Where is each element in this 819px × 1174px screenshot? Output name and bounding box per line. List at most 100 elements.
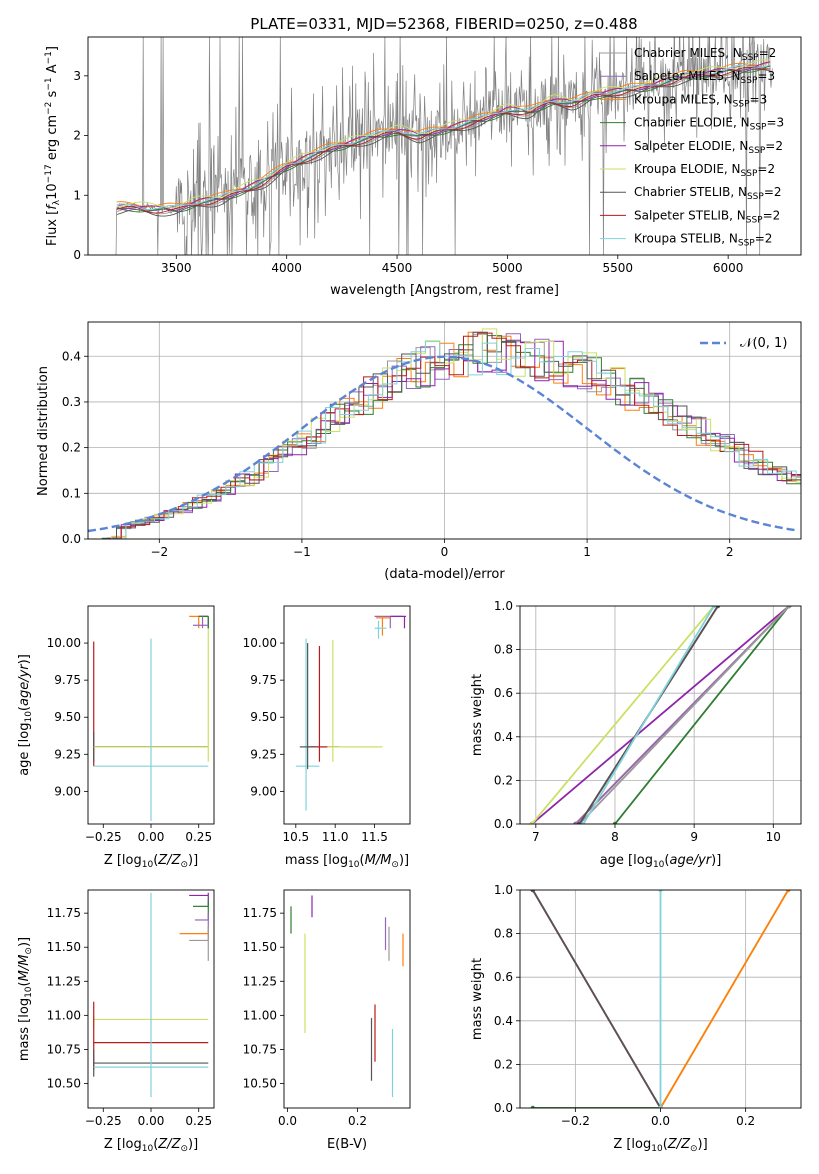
label-part: SSP (733, 99, 750, 109)
label-part: age [log (600, 853, 653, 868)
x-tick-label: 8 (611, 830, 619, 844)
residual-histogram (97, 341, 801, 539)
label-part: −1 (44, 51, 54, 64)
axes-frame (283, 605, 411, 825)
panel-mass-weight-vs-z: −0.2 0.0 0.2 0.0 0.2 0.4 0.6 0.8 1.0 mass weight Z… (470, 883, 802, 1154)
data-marks (529, 606, 792, 824)
x-tick-label: 10.5 (282, 830, 309, 844)
label-part: Salpeter ELODIE, N (634, 139, 748, 153)
y-axis-label: mass [log10(M/M⊙)] (17, 937, 34, 1061)
label-part: λ (52, 199, 62, 205)
label-part: 10 (45, 183, 60, 200)
y-tick-label: 11.50 (243, 940, 277, 954)
y-tick-label: 0.8 (494, 643, 513, 657)
label-part: 10 (651, 1144, 663, 1154)
y-tick-label: 10.00 (243, 636, 277, 650)
y-tick-label: 10.75 (243, 1042, 277, 1056)
figure-title: PLATE=0331, MJD=52368, FIBERID=0250, z=0… (250, 15, 637, 33)
axes-frame (87, 889, 215, 1109)
x-tick-label: 6000 (713, 261, 744, 275)
x-tick-label: −0.25 (85, 1114, 122, 1128)
x-axis-label: Z [log10(Z/Z⊙)] (613, 1137, 707, 1154)
y-tick-label: 0.1 (62, 486, 81, 500)
label-part: ⊙ (690, 1144, 698, 1154)
mass-weight-point (786, 606, 792, 609)
plot-area (520, 606, 801, 824)
label-part: )] (698, 1137, 708, 1152)
y-tick-label: 9.25 (250, 747, 277, 761)
label-part: 10 (348, 860, 360, 870)
axes-frame (283, 889, 411, 1109)
mass-weight-point (573, 821, 578, 824)
mass-weight-point (786, 890, 791, 893)
x-tick-label: 7 (532, 830, 540, 844)
y-axis-label: Normed distribution (36, 366, 51, 496)
label-part: )] (188, 1137, 198, 1152)
x-tick-label: 0 (441, 545, 449, 559)
y-tick-label: 1.0 (494, 599, 513, 613)
x-axis-label: Z [log10(Z/Z⊙)] (104, 1137, 198, 1154)
y-tick-label: 0.2 (494, 773, 513, 787)
plot-area (93, 615, 209, 822)
y-tick-label: 0.4 (62, 349, 81, 363)
x-axis-label: wavelength [Angstrom, rest frame] (330, 283, 559, 298)
x-tick-label: −0.2 (561, 1114, 590, 1128)
y-tick-label: 9.00 (54, 784, 81, 798)
plot-area (295, 615, 407, 811)
x-axis-label: age [log10(age/yr)] (600, 853, 722, 870)
label-part: ⊙ (24, 947, 34, 955)
label-part: =3 (757, 69, 775, 83)
label-part: SSP (741, 169, 758, 179)
panels: 3500 4000 4500 5000 5500 6000 0 1 2 3 Chabrier MIL… (17, 36, 802, 1154)
mass-weight-line (532, 890, 662, 1108)
label-part: −17 (44, 164, 54, 183)
label-part: ( (153, 853, 158, 868)
label-part: ( (360, 853, 365, 868)
label-part: mass [log (17, 998, 32, 1061)
label-part: =2 (755, 232, 773, 246)
x-tick-label: 4000 (271, 261, 302, 275)
label-part: ( (17, 706, 32, 711)
mass-weight-point (612, 821, 618, 824)
residual-histogram (92, 332, 801, 539)
mass-weight-point (577, 821, 582, 824)
label-part: SSP (748, 146, 765, 156)
label-part: SSP (746, 215, 763, 225)
label-part: Z/Z (157, 1137, 181, 1152)
label-part: )] (17, 937, 32, 947)
label-part: Chabrier STELIB, N (634, 185, 747, 199)
plot-area (110, 37, 773, 255)
label-part: ⊙ (180, 860, 188, 870)
y-tick-label: 0.3 (62, 395, 81, 409)
data-marks (530, 890, 791, 1108)
label-part: Flux [ (45, 210, 60, 246)
y-tick-label: 10.00 (47, 636, 81, 650)
y-tick-label: 3 (73, 69, 81, 83)
axes-frame (87, 605, 215, 825)
y-tick-label: 9.50 (250, 710, 277, 724)
label-part: =2 (765, 139, 783, 153)
label-part: 10 (24, 986, 34, 998)
label-part: −2 (44, 102, 54, 115)
y-tick-label: 9.25 (54, 747, 81, 761)
label-part: age/yr (669, 853, 712, 868)
label-part: age/yr (17, 663, 32, 706)
y-tick-label: 0.0 (62, 532, 81, 546)
model-spectrum (116, 59, 771, 209)
data-marks (88, 328, 801, 539)
label-part: ( (664, 853, 669, 868)
y-tick-label: 9.50 (54, 710, 81, 724)
model-spectrum (116, 61, 771, 211)
data-marks (93, 892, 209, 1098)
label-part: Z/Z (667, 1137, 691, 1152)
x-tick-label: 11.0 (322, 830, 349, 844)
legend-entry: Chabrier ELODIE, NSSP=3 (634, 116, 784, 133)
y-tick-label: 0 (73, 248, 81, 262)
y-tick-label: 0.2 (62, 441, 81, 455)
label-part: age [log (17, 723, 32, 776)
axes-frame (519, 889, 802, 1109)
y-tick-label: 0.8 (494, 927, 513, 941)
x-tick-label: 0.0 (651, 1114, 670, 1128)
y-axis-label: Flux [fλ10−17 erg cm−2 s−1 A−1] (44, 46, 62, 246)
